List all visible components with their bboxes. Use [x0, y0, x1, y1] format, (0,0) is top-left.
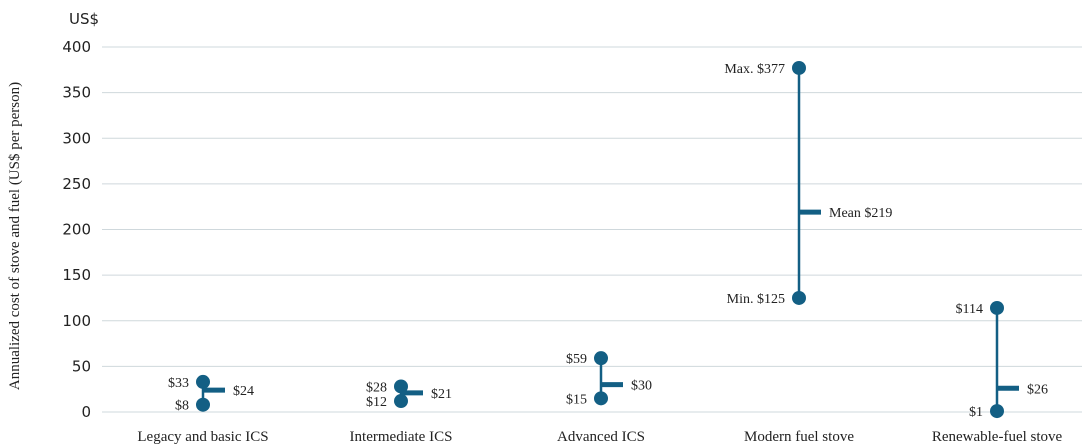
mean-label: Mean $219 — [829, 206, 892, 221]
min-label: $15 — [566, 392, 587, 407]
category-label-3: Modern fuel stove — [744, 429, 854, 445]
range-series: $33 $8 $24 $28$12 $21 $59 $15 $30 Max. $377 Min. … — [168, 60, 1048, 420]
max-label: $114 — [956, 302, 983, 317]
min-label: $12 — [366, 395, 387, 410]
range-group-0: $33 $8 $24 — [168, 374, 254, 414]
y-tick-300: 300 — [62, 129, 91, 147]
y-tick-200: 200 — [62, 221, 91, 239]
y-tick-350: 350 — [62, 84, 91, 102]
range-group-2: $59 $15 $30 — [566, 351, 652, 407]
max-point — [196, 374, 210, 389]
min-point — [394, 394, 408, 409]
min-label: Min. $125 — [727, 292, 785, 307]
min-point — [990, 404, 1004, 419]
max-label: Max. $377 — [724, 62, 785, 77]
min-label: $8 — [175, 399, 189, 414]
max-point — [594, 351, 608, 366]
category-label-2: Advanced ICS — [557, 429, 645, 445]
y-tick-50: 50 — [72, 357, 91, 375]
y-unit-label: US$ — [69, 10, 99, 28]
y-tick-0: 0 — [81, 403, 91, 421]
min-point — [594, 391, 608, 406]
y-tick-150: 150 — [62, 266, 91, 284]
range-group-4: $114 $1 $26 — [956, 300, 1048, 420]
gridlines — [102, 46, 1082, 413]
min-point — [792, 290, 806, 305]
y-axis-title: Annualized cost of stove and fuel (US$ p… — [7, 82, 23, 390]
range-group-3: Max. $377 Min. $125 Mean $219 — [724, 60, 892, 307]
mean-label: $26 — [1027, 382, 1048, 397]
category-label-1: Intermediate ICS — [350, 429, 453, 445]
y-tick-250: 250 — [62, 175, 91, 193]
category-label-0: Legacy and basic ICS — [137, 429, 268, 445]
min-point — [196, 397, 210, 412]
y-tick-100: 100 — [62, 312, 91, 330]
mean-label: $21 — [431, 387, 452, 402]
category-label-4: Renewable-fuel stove — [932, 429, 1063, 445]
min-label: $1 — [969, 405, 983, 420]
category-labels: Legacy and basic ICS Intermediate ICS Adva… — [137, 429, 1062, 445]
y-tick-labels: 0 50 100 150 200 250 300 350 400 — [62, 38, 91, 421]
mean-label: $24 — [233, 384, 254, 399]
mean-label: $30 — [631, 379, 652, 394]
max-point — [792, 60, 806, 75]
max-point — [990, 300, 1004, 315]
y-tick-400: 400 — [62, 38, 91, 56]
max-label: $59 — [566, 352, 587, 367]
max-point — [394, 379, 408, 394]
max-label: $33 — [168, 376, 189, 391]
max-label: $28 — [366, 380, 387, 395]
range-group-1: $28$12 $21 — [366, 379, 452, 410]
